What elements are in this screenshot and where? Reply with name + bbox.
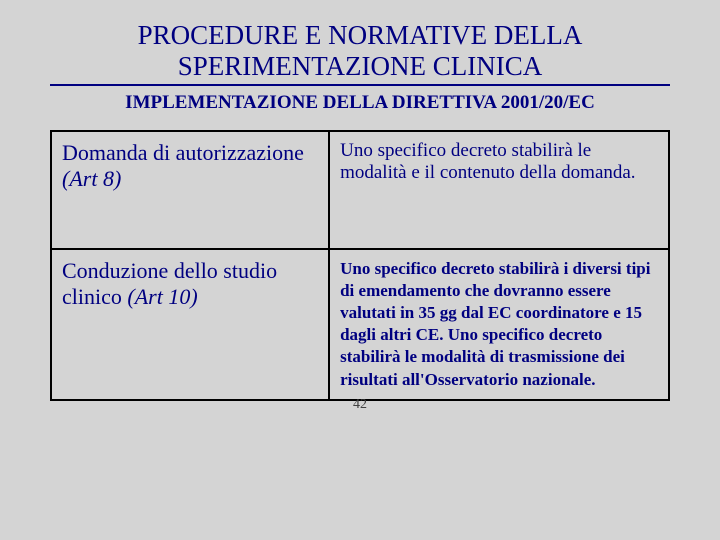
cell-left-1-text: Domanda di autorizzazione xyxy=(62,140,304,165)
cell-right-2: Uno specifico decreto stabilirà i divers… xyxy=(329,249,669,400)
cell-left-1-art: (Art 8) xyxy=(62,166,121,191)
cell-left-2: Conduzione dello studio clinico (Art 10) xyxy=(51,249,329,400)
cell-left-2-art: (Art 10) xyxy=(127,284,197,309)
table-row: Conduzione dello studio clinico (Art 10)… xyxy=(51,249,669,400)
cell-left-1: Domanda di autorizzazione (Art 8) xyxy=(51,131,329,249)
title-line-1: PROCEDURE E NORMATIVE DELLA xyxy=(138,20,583,50)
slide: PROCEDURE E NORMATIVE DELLA SPERIMENTAZI… xyxy=(0,0,720,423)
slide-title: PROCEDURE E NORMATIVE DELLA SPERIMENTAZI… xyxy=(50,20,670,86)
cell-right-1: Uno specifico decreto stabilirà le modal… xyxy=(329,131,669,249)
page-number: 42 xyxy=(50,397,670,413)
content-table: Domanda di autorizzazione (Art 8) Uno sp… xyxy=(50,130,670,401)
table-row: Domanda di autorizzazione (Art 8) Uno sp… xyxy=(51,131,669,249)
title-line-2: SPERIMENTAZIONE CLINICA xyxy=(178,51,543,81)
slide-subtitle: IMPLEMENTAZIONE DELLA DIRETTIVA 2001/20/… xyxy=(50,92,670,114)
